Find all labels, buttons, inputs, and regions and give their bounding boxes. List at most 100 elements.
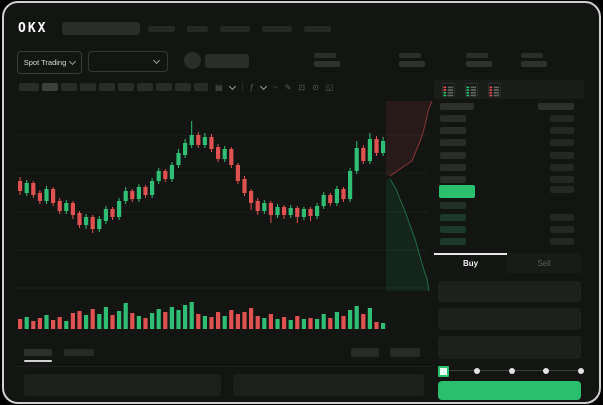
timeframe-button-1[interactable] (19, 83, 39, 91)
book-view-asks-icon[interactable] (488, 83, 501, 97)
tab-buy[interactable]: Buy (462, 259, 479, 268)
ticker-stat-2 (399, 53, 425, 67)
amount-slider[interactable] (438, 364, 585, 377)
last-price-highlight[interactable] (439, 185, 475, 198)
bid-row-size[interactable] (550, 214, 574, 221)
chevron-down-icon (228, 82, 236, 90)
stat-label-placeholder (466, 53, 488, 58)
chevron-down-icon (152, 56, 161, 65)
fullscreen-icon[interactable]: ◱ (325, 82, 334, 92)
chart-settings-icon[interactable]: ⊙ (312, 82, 319, 92)
last-price-size (550, 186, 574, 193)
slider-stop-3[interactable] (543, 368, 550, 374)
ask-row-price[interactable] (440, 127, 466, 134)
order-field-2[interactable] (438, 308, 581, 330)
bid-row-size[interactable] (550, 226, 574, 233)
orderbook-col-size-header (538, 103, 574, 110)
buy-submit-button[interactable] (438, 381, 581, 400)
market-type-dropdown[interactable]: Spot Trading (17, 51, 82, 74)
nav-item-5[interactable] (304, 26, 331, 32)
stat-value-placeholder (399, 61, 425, 67)
book-view-combined-icon[interactable] (442, 83, 455, 97)
divider (241, 82, 243, 92)
bid-row-size[interactable] (550, 238, 574, 245)
chart-type-icon[interactable]: ▤ (215, 82, 223, 92)
stat-value-placeholder (466, 61, 492, 67)
timeframe-button-7[interactable] (137, 83, 153, 91)
nav-item-2[interactable] (187, 26, 208, 32)
bottom-tab-active[interactable] (24, 349, 52, 356)
ticker-stat-3 (466, 53, 492, 67)
stat-value-placeholder (314, 61, 340, 67)
candlestick-chart[interactable] (14, 101, 434, 299)
pair-name-placeholder (205, 54, 249, 68)
slider-stop-4[interactable] (578, 368, 584, 374)
stat-label-placeholder (399, 53, 421, 58)
ask-row-size[interactable] (550, 127, 574, 134)
bottom-row-2 (233, 374, 424, 396)
bottom-tab-2[interactable] (64, 349, 94, 356)
timeframe-button-2[interactable] (42, 83, 58, 91)
chevron-down-icon (259, 82, 268, 90)
ask-row-size[interactable] (550, 164, 574, 171)
timeframe-button-9[interactable] (175, 83, 191, 91)
bid-row-price[interactable] (440, 226, 466, 233)
bottom-row-1 (24, 374, 221, 396)
ticker-stat-4 (521, 53, 547, 67)
stat-label-placeholder (314, 53, 336, 58)
order-field-3[interactable] (438, 336, 581, 359)
slider-handle[interactable] (438, 366, 449, 377)
ask-row-size[interactable] (550, 115, 574, 122)
volume-chart (18, 302, 386, 329)
slider-stop-2[interactable] (508, 368, 515, 374)
ask-row-price[interactable] (440, 139, 466, 146)
ask-row-price[interactable] (440, 152, 466, 159)
ask-row-price[interactable] (440, 115, 466, 122)
pair-selector-dropdown[interactable] (88, 51, 168, 72)
ask-row-size[interactable] (550, 139, 574, 146)
stat-value-placeholder (521, 61, 547, 67)
bid-row-price[interactable] (440, 202, 466, 209)
slider-stop-1[interactable] (473, 368, 480, 374)
nav-item-3[interactable] (220, 26, 250, 32)
draw-tools-icon[interactable]: ✎ (284, 82, 292, 92)
indicators-icon[interactable]: ƒ (249, 82, 255, 92)
orderbook-col-price-header (440, 103, 474, 110)
timeframe-button-8[interactable] (156, 83, 172, 91)
bid-row-price[interactable] (440, 214, 466, 221)
bottom-action-2[interactable] (390, 348, 420, 357)
book-view-bids-icon[interactable] (465, 83, 478, 97)
order-field-1[interactable] (438, 281, 581, 302)
search-input[interactable] (62, 22, 140, 35)
ask-row-price[interactable] (440, 164, 466, 171)
tab-sell[interactable]: Sell (507, 253, 581, 273)
orderbook-header (434, 80, 584, 99)
orderbook (434, 99, 584, 251)
ask-row-size[interactable] (550, 152, 574, 159)
stat-label-placeholder (521, 53, 543, 58)
compare-wave-icon[interactable]: ~ (273, 82, 278, 92)
snapshot-icon[interactable]: ⊡ (298, 82, 306, 92)
ask-row-price[interactable] (440, 176, 466, 183)
okx-logo: OKX (18, 21, 48, 36)
bottom-action-1[interactable] (351, 348, 379, 357)
market-type-label: Spot Trading (23, 58, 67, 67)
active-tab-indicator (434, 253, 507, 255)
divider (207, 82, 208, 92)
bottom-tab-active-underline (24, 360, 52, 362)
timeframe-button-3[interactable] (61, 83, 77, 91)
nav-item-4[interactable] (262, 26, 292, 32)
nav-item-1[interactable] (148, 26, 175, 32)
ask-row-size[interactable] (550, 176, 574, 183)
timeframe-button-4[interactable] (80, 83, 96, 91)
trade-tabs: Buy Sell (434, 253, 581, 273)
timeframe-button-5[interactable] (99, 83, 115, 91)
timeframe-button-6[interactable] (118, 83, 134, 91)
coin-avatar (184, 52, 201, 69)
divider (14, 366, 432, 367)
bid-row-price[interactable] (440, 238, 466, 245)
timeframe-button-10[interactable] (194, 83, 208, 91)
chevron-down-icon (69, 57, 77, 66)
ticker-stat-1 (314, 53, 340, 67)
